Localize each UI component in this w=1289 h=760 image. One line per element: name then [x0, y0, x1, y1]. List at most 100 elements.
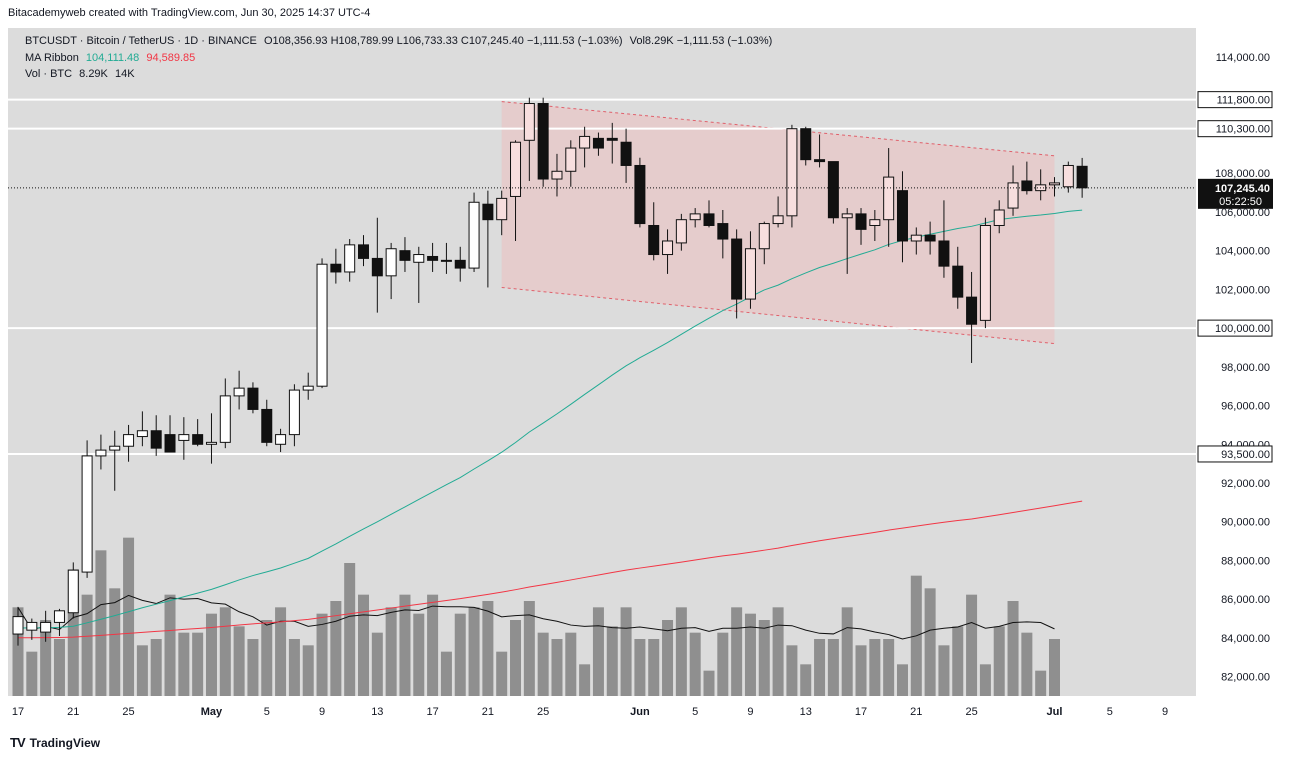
- level-label: 111,800.00: [1217, 95, 1270, 107]
- candle-body: [427, 255, 439, 261]
- level-label-box: [1197, 91, 1273, 109]
- y-tick-label: 98,000.00: [1221, 362, 1270, 374]
- candle-body: [551, 170, 563, 180]
- ma-ribbon-legend: MA Ribbon 104,111.48 94,589.85: [25, 52, 199, 64]
- volume-bar: [247, 639, 259, 696]
- candle-body: [896, 190, 908, 242]
- x-tick-label: 9: [747, 706, 753, 718]
- y-tick-label: 90,000.00: [1221, 517, 1270, 529]
- volume-value: 8.29K: [79, 68, 108, 80]
- candle-body: [537, 103, 549, 180]
- volume-bar: [330, 601, 342, 696]
- price-chart[interactable]: 114,000.00 108,000.00 106,000.00 104,000.00…: [8, 28, 1279, 725]
- volume-bar: [454, 613, 466, 696]
- candle-body: [689, 213, 701, 221]
- chart-caption: Bitacademyweb created with TradingView.c…: [8, 7, 371, 19]
- candle-body: [358, 244, 369, 259]
- volume-bar: [67, 569, 79, 696]
- volume-bar: [344, 563, 356, 696]
- candle-body: [841, 213, 853, 219]
- volume-bar: [178, 632, 190, 696]
- candle-body: [1007, 182, 1019, 209]
- candle-body: [731, 238, 743, 300]
- volume-bar: [482, 601, 494, 696]
- y-tick-label: 104,000.00: [1215, 246, 1270, 258]
- candle-body: [178, 434, 190, 441]
- x-tick-label: 5: [692, 706, 698, 718]
- candle-body: [855, 213, 867, 230]
- volume-bar: [385, 607, 397, 696]
- candle-body: [1076, 165, 1088, 189]
- y-tick-label: 108,000.00: [1215, 168, 1270, 180]
- volume-bar: [938, 645, 950, 696]
- candle-body: [1062, 164, 1074, 188]
- volume-bar: [440, 651, 452, 696]
- volume-bar: [565, 632, 577, 696]
- level-label-box: [1197, 120, 1273, 138]
- level-label-box: [1197, 319, 1273, 337]
- level-label: 110,300.00: [1216, 124, 1270, 136]
- x-tick-label: 5: [264, 706, 270, 718]
- volume-bar: [288, 639, 300, 696]
- volume-bar: [592, 607, 604, 696]
- x-tick-label: Jun: [630, 706, 650, 718]
- x-tick-label: 17: [426, 706, 438, 718]
- volume-bar: [551, 639, 563, 696]
- candle-body: [413, 254, 425, 263]
- candle-body: [150, 430, 162, 449]
- volume-bar: [12, 607, 24, 696]
- volume-bar: [537, 632, 549, 696]
- volume-bar: [786, 645, 798, 696]
- x-tick-label: 13: [800, 706, 812, 718]
- candle-body: [275, 434, 287, 445]
- candle-body: [288, 389, 300, 436]
- volume-bar: [1021, 632, 1033, 696]
- candle-body: [81, 455, 93, 573]
- x-tick-label: 25: [965, 706, 977, 718]
- chart-area[interactable]: 114,000.00 108,000.00 106,000.00 104,000.00…: [8, 28, 1279, 725]
- tradingview-brand: TradingView: [29, 735, 101, 750]
- level-label-box: [1197, 445, 1273, 463]
- volume-bar: [371, 632, 383, 696]
- candle-body: [579, 135, 591, 149]
- candle-body: [758, 223, 770, 250]
- volume-bar: [620, 607, 632, 696]
- volume-bar: [496, 651, 508, 696]
- candle-body: [344, 244, 356, 273]
- candle-body: [399, 250, 411, 261]
- volume-bar: [993, 626, 1005, 696]
- x-tick-label: 9: [319, 706, 325, 718]
- volume-bar: [109, 588, 121, 696]
- volume-bar: [855, 645, 867, 696]
- volume-bar: [136, 645, 148, 696]
- x-tick-label: 21: [482, 706, 494, 718]
- last-price-label: 107,245.40: [1215, 183, 1270, 195]
- candle-body: [606, 137, 618, 141]
- last-price-box: [1198, 178, 1273, 209]
- candle-body: [648, 224, 660, 256]
- candle-body: [109, 445, 121, 451]
- footer-branding[interactable]: TV TradingView: [10, 735, 100, 750]
- volume-bar: [703, 670, 715, 696]
- volume-bar: [164, 594, 176, 696]
- x-tick-label: 9: [1162, 706, 1168, 718]
- volume-bar: [275, 607, 287, 696]
- candle-body: [675, 219, 687, 244]
- y-tick-label: 82,000.00: [1221, 672, 1270, 684]
- volume-bar: [150, 639, 162, 696]
- volume-bar: [1007, 601, 1019, 696]
- ma-fast-value: 104,111.48: [85, 52, 140, 64]
- ohlc-values: O108,356.93 H108,789.99 L106,733.33 C107…: [263, 35, 623, 47]
- volume-bar: [924, 588, 936, 696]
- candle-body: [12, 616, 24, 635]
- volume-bar: [427, 594, 439, 696]
- candle-body: [1049, 182, 1060, 186]
- volume-ma-value: 14K: [114, 68, 135, 80]
- candle-body: [330, 263, 342, 273]
- volume-bar: [413, 613, 425, 696]
- volume-bar: [634, 639, 646, 696]
- candle-body: [620, 141, 632, 166]
- candle-body: [869, 219, 881, 226]
- volume-bar: [883, 639, 895, 696]
- volume-bar: [979, 664, 991, 696]
